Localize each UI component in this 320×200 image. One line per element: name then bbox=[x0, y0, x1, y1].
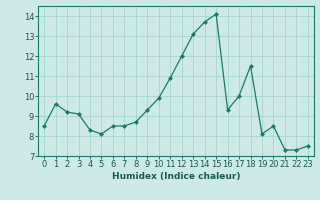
X-axis label: Humidex (Indice chaleur): Humidex (Indice chaleur) bbox=[112, 172, 240, 181]
